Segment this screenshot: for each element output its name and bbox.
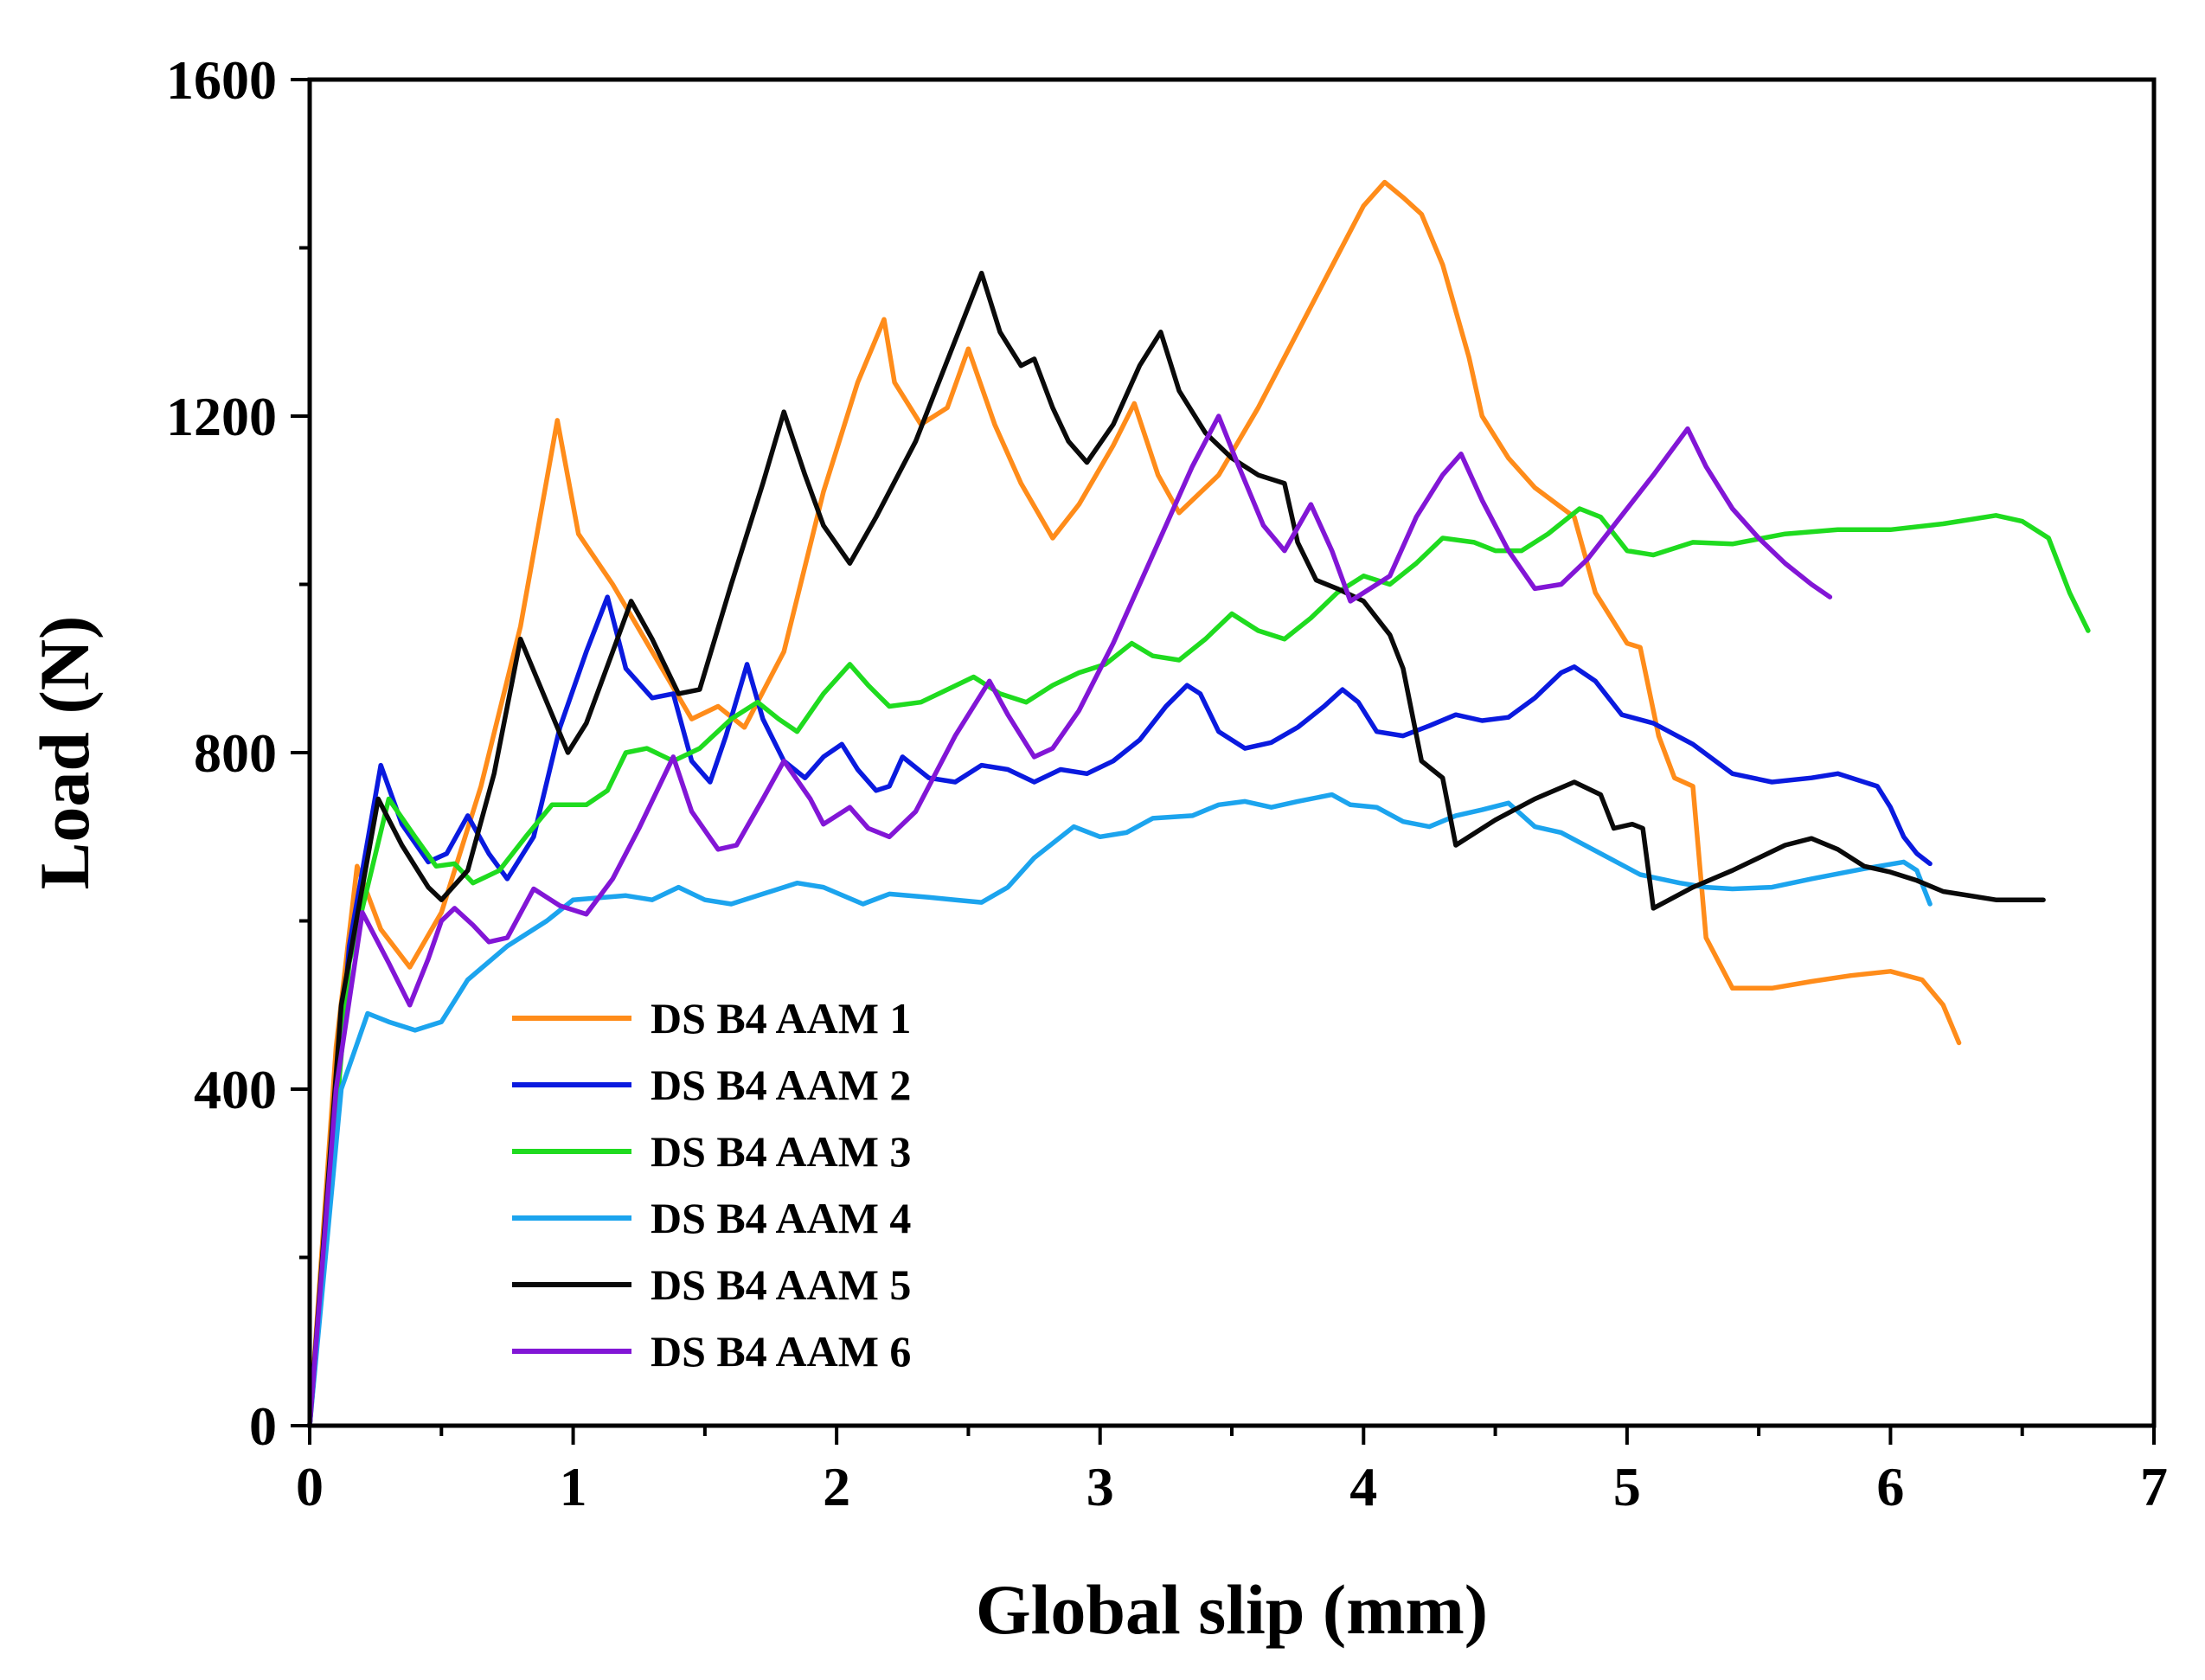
x-tick-label: 6 (1876, 1456, 1904, 1517)
legend-label-2: DS B4 AAM 2 (651, 1061, 911, 1109)
y-axis-title: Load (N) (25, 616, 104, 890)
legend-label-4: DS B4 AAM 4 (651, 1194, 911, 1242)
legend-label-5: DS B4 AAM 5 (651, 1260, 911, 1309)
y-tick-label: 1200 (166, 386, 277, 447)
legend-label-1: DS B4 AAM 1 (651, 994, 911, 1042)
legend-label-6: DS B4 AAM 6 (651, 1327, 911, 1375)
series-layer (307, 179, 2091, 1428)
x-tick-label: 1 (560, 1456, 587, 1517)
x-tick-label: 2 (823, 1456, 850, 1517)
series-line-6 (307, 414, 1833, 1428)
series-line-4 (307, 792, 1933, 1428)
legend-label-3: DS B4 AAM 3 (651, 1127, 911, 1176)
y-tick-label: 400 (194, 1059, 277, 1120)
y-axis: 0 400 800 1200 1600 (166, 49, 310, 1457)
x-tick-label: 4 (1349, 1456, 1377, 1517)
y-tick-label: 0 (249, 1395, 277, 1457)
series-line-1 (307, 179, 1962, 1428)
y-tick-label: 800 (194, 722, 277, 784)
x-tick-label: 7 (2140, 1456, 2168, 1517)
series-line-5 (307, 270, 2046, 1428)
x-axis-title: Global slip (mm) (976, 1570, 1488, 1649)
series-line-3 (307, 506, 2091, 1428)
y-tick-label: 1600 (166, 49, 277, 111)
legend: DS B4 AAM 1 DS B4 AAM 2 DS B4 AAM 3 DS B4 A… (512, 994, 911, 1375)
x-tick-label: 5 (1613, 1456, 1641, 1517)
series-line-2 (307, 594, 1933, 1428)
x-axis: 0 1 2 3 4 5 6 7 (296, 1426, 2168, 1517)
x-tick-label: 3 (1086, 1456, 1114, 1517)
x-tick-label: 0 (296, 1456, 324, 1517)
